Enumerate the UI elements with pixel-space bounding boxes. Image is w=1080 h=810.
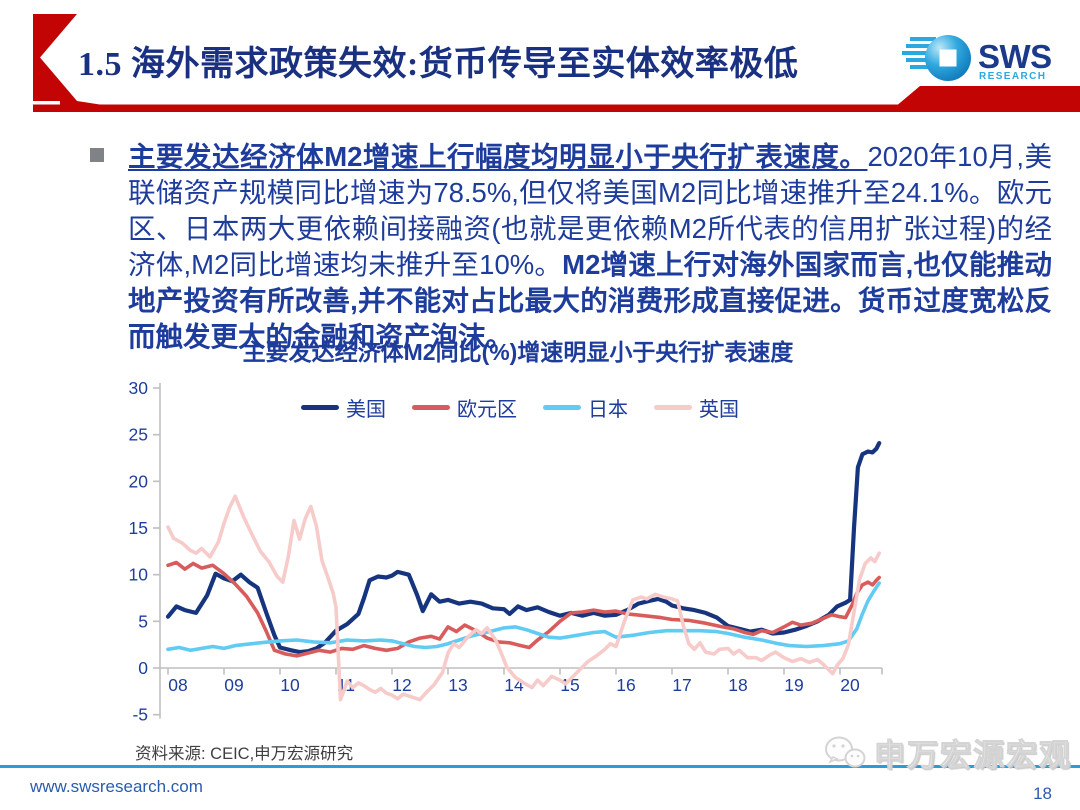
x-tick-label: 08 bbox=[168, 675, 187, 695]
y-tick-label: 20 bbox=[129, 471, 149, 491]
y-tick-label: 10 bbox=[129, 565, 149, 585]
x-tick-label: 17 bbox=[672, 675, 691, 695]
header-bottom-bar bbox=[33, 86, 1080, 112]
y-tick-label: 25 bbox=[129, 425, 148, 445]
series-line bbox=[165, 440, 882, 655]
y-tick-label: 5 bbox=[138, 611, 148, 631]
header-left-chevron-shape bbox=[33, 14, 77, 101]
legend-label: 英国 bbox=[699, 399, 739, 421]
legend-label: 美国 bbox=[346, 399, 386, 421]
legend-item: 美国 bbox=[301, 393, 386, 422]
legend-item: 日本 bbox=[543, 393, 628, 422]
footer-url: www.swsresearch.com bbox=[30, 777, 203, 796]
legend-item: 英国 bbox=[654, 393, 739, 422]
logo-square-icon bbox=[939, 49, 957, 67]
wechat-icon bbox=[825, 736, 866, 767]
x-tick-label: 19 bbox=[784, 675, 803, 695]
legend-line-swatch bbox=[412, 405, 450, 410]
legend-item: 欧元区 bbox=[412, 393, 517, 422]
logo-sub-text: RESEARCH bbox=[979, 71, 1046, 82]
legend-line-swatch bbox=[301, 405, 339, 410]
x-tick-label: 20 bbox=[840, 675, 860, 695]
sws-logo: SWS RESEARCH bbox=[902, 35, 1052, 82]
x-tick-label: 10 bbox=[280, 675, 300, 695]
page-number: 18 bbox=[1033, 784, 1052, 803]
y-tick-label: 15 bbox=[129, 518, 148, 538]
bullet-square-icon bbox=[90, 148, 104, 162]
legend-label: 欧元区 bbox=[457, 399, 517, 421]
wechat-account-name: 申万宏源宏观 bbox=[874, 738, 1072, 774]
series-line bbox=[166, 560, 882, 658]
logo-brand-text: SWS bbox=[978, 38, 1052, 75]
source-note: 资料来源: CEIC,申万宏源研究 bbox=[135, 745, 354, 763]
x-tick-label: 15 bbox=[560, 675, 579, 695]
logo-stripes-icon bbox=[902, 37, 936, 69]
wechat-watermark: 申万宏源宏观 bbox=[823, 730, 1072, 775]
y-tick-label: -5 bbox=[132, 705, 148, 725]
x-tick-label: 18 bbox=[728, 675, 747, 695]
y-tick-label: 30 bbox=[129, 378, 149, 398]
series-line bbox=[166, 494, 882, 702]
body-paragraph: 主要发达经济体M2增速上行幅度均明显小于央行扩表速度。2020年10月,美联储资… bbox=[128, 139, 1052, 355]
chart-title: 主要发达经济体M2同比(%)增速明显小于央行扩表速度 bbox=[242, 339, 794, 365]
legend-line-swatch bbox=[654, 405, 692, 410]
x-tick-label: 16 bbox=[616, 675, 635, 695]
chart-legend: 美国 欧元区 日本 英国 bbox=[160, 393, 880, 422]
series-line bbox=[166, 581, 882, 653]
x-tick-label: 13 bbox=[448, 675, 467, 695]
paragraph-tail-bold: M2增速上行对海外国家而言,也仅能推动地产投资有所改善,并不能对占比最大的消费形… bbox=[128, 249, 1052, 352]
legend-line-swatch bbox=[543, 405, 581, 410]
legend-label: 日本 bbox=[588, 399, 628, 421]
y-tick-label: 0 bbox=[138, 658, 148, 678]
paragraph-regular: 2020年10月,美联储资产规模同比增速为78.5%,但仅将美国M2同比增速推升… bbox=[128, 141, 1053, 280]
header-red-decoration bbox=[33, 14, 1080, 112]
page-title: 1.5 海外需求政策失效:货币传导至实体效率极低 bbox=[78, 46, 799, 83]
x-tick-label: 12 bbox=[392, 675, 411, 695]
footer-divider-line bbox=[0, 765, 1080, 768]
x-tick-label: 09 bbox=[224, 675, 243, 695]
paragraph-lead-bold: 主要发达经济体M2增速上行幅度均明显小于央行扩表速度。 bbox=[128, 141, 868, 172]
